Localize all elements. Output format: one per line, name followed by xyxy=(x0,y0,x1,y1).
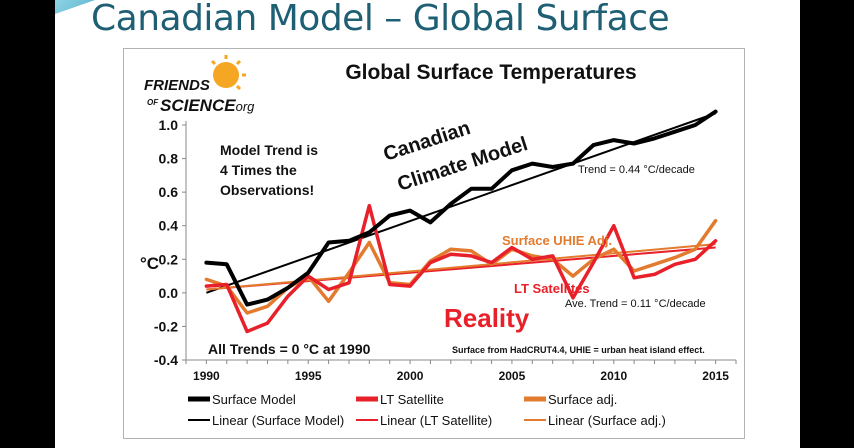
chart-title: Global Surface Temperatures xyxy=(345,61,636,84)
slide: Canadian Model – Global Surface FRIENDS … xyxy=(55,0,800,448)
axes: 1.0 0.8 0.6 0.4 0.2 0.0 -0.2 -0.4 1990 1995 2000 20… xyxy=(154,117,737,383)
y-tick-label: 0.6 xyxy=(159,184,179,200)
logo-org: .org xyxy=(232,99,255,114)
sun-icon xyxy=(210,55,246,91)
legend-label: Linear (LT Satellite) xyxy=(380,413,492,428)
logo-friends: FRIENDS xyxy=(144,77,210,94)
corner-decoration xyxy=(55,0,95,14)
x-tick-label: 1995 xyxy=(295,369,322,383)
y-tick-label: 0.4 xyxy=(159,218,179,234)
annotation-ave-trend: Ave. Trend = 0.11 °C/decade xyxy=(565,298,706,310)
x-tick-label: 2005 xyxy=(499,369,526,383)
annotations: Model Trend is 4 Times the Observations!… xyxy=(208,117,706,357)
annotation-model-trend-line3: Observations! xyxy=(220,182,314,198)
annotation-source: Surface from HadCRUT4.4, UHIE = urban he… xyxy=(452,345,705,355)
chart-container: FRIENDS OF SCIENCE .org Global Surface T… xyxy=(123,48,745,439)
y-axis-label: °C xyxy=(140,254,159,273)
annotation-lt-satellites: LT Satellites xyxy=(514,281,590,296)
friends-of-science-logo: FRIENDS OF SCIENCE .org xyxy=(144,55,255,115)
y-tick-label: 0.0 xyxy=(159,285,179,301)
annotation-reality: Reality xyxy=(444,303,530,333)
series-line-satellite xyxy=(204,203,718,334)
legend-label: LT Satellite xyxy=(380,392,444,407)
x-tick-label: 2010 xyxy=(600,369,627,383)
legend-label: Surface Model xyxy=(212,392,296,407)
x-tick-label: 2000 xyxy=(397,369,424,383)
y-tick-label: 1.0 xyxy=(159,117,179,133)
x-tick-label: 1990 xyxy=(193,369,220,383)
series-line-model xyxy=(204,109,718,307)
chart-svg: FRIENDS OF SCIENCE .org Global Surface T… xyxy=(140,55,737,428)
y-tick-label: 0.8 xyxy=(159,151,179,167)
logo-of: OF xyxy=(147,98,159,107)
trend-line-surface_adj xyxy=(206,243,716,291)
y-tick-label: 0.2 xyxy=(159,251,179,267)
annotation-model-trend-line2: 4 Times the xyxy=(220,162,297,178)
slide-title: Canadian Model – Global Surface xyxy=(91,0,670,39)
data-series xyxy=(204,109,718,334)
annotation-surface-uhie: Surface UHIE Adj. xyxy=(502,233,612,248)
legend-label: Linear (Surface Model) xyxy=(212,413,344,428)
y-tick-label: -0.4 xyxy=(154,352,178,368)
x-tick-label: 2015 xyxy=(702,369,729,383)
y-tick-label: -0.2 xyxy=(154,318,178,334)
legend-label: Linear (Surface adj.) xyxy=(548,413,666,428)
legend: Surface Model LT Satellite Surface adj. Lin… xyxy=(188,392,666,428)
annotation-all-trends: All Trends = 0 °C at 1990 xyxy=(208,341,371,357)
legend-label: Surface adj. xyxy=(548,392,617,407)
annotation-model-trend-line1: Model Trend is xyxy=(220,142,318,158)
annotation-trend-model: Trend = 0.44 °C/decade xyxy=(578,164,695,176)
logo-science: SCIENCE xyxy=(160,96,236,115)
